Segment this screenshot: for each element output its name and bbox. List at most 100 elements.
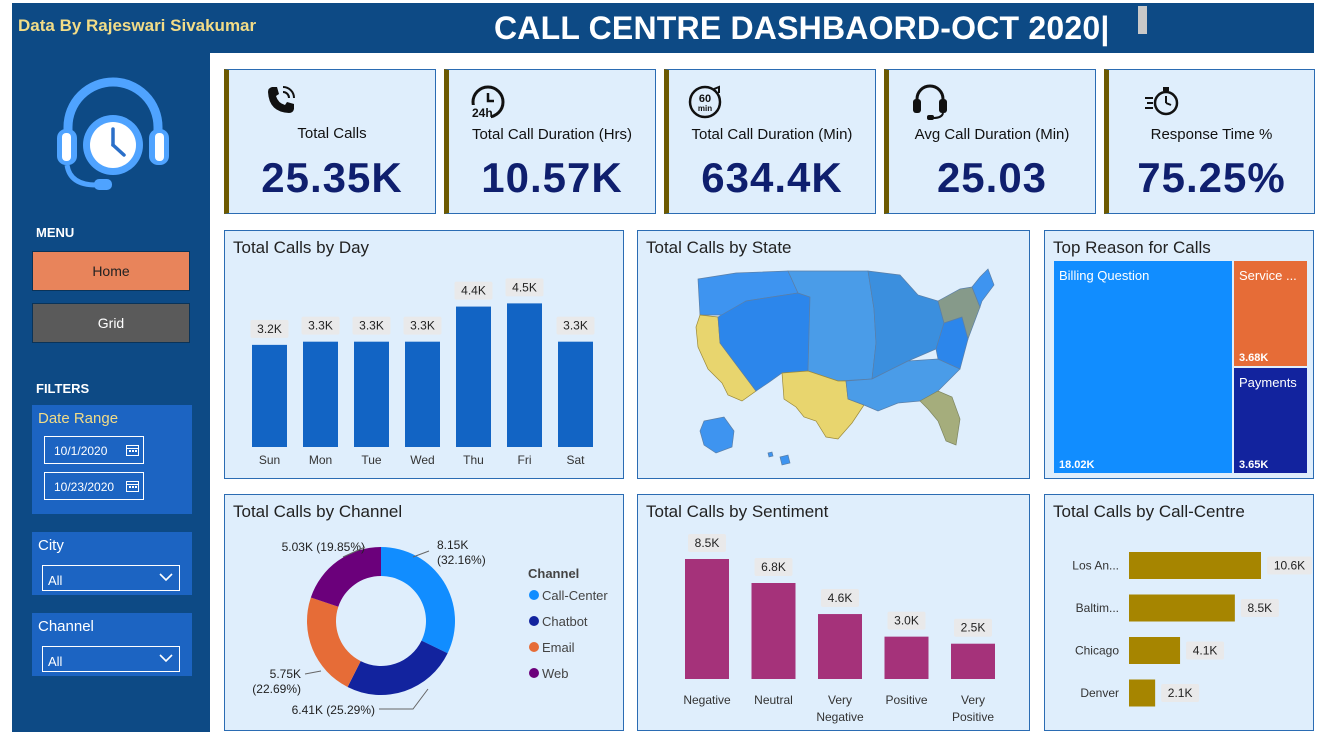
centre-bar[interactable] — [1129, 679, 1156, 707]
sentiment-data-label-bg — [954, 618, 992, 637]
channel-legend-label[interactable]: Web — [542, 666, 569, 681]
kpi-card-response-time: Response Time % 75.25% — [1104, 69, 1315, 214]
day-data-label: 3.3K — [359, 319, 384, 333]
sentiment-data-label: 8.5K — [695, 536, 720, 550]
day-bar[interactable] — [303, 341, 338, 447]
sentiment-axis-label: Very — [961, 693, 985, 707]
kpi-value: 75.25% — [1137, 154, 1286, 201]
day-bar[interactable] — [507, 303, 542, 447]
sentiment-data-label-bg — [821, 589, 859, 608]
text-cursor-mark — [1138, 6, 1147, 34]
icon-60-text: 60 — [699, 93, 711, 105]
channel-data-label: (32.16%) — [437, 553, 486, 567]
map-region-south — [845, 358, 961, 412]
channel-data-label: 5.75K — [270, 667, 301, 681]
chevron-down-icon — [159, 654, 173, 663]
grid-button[interactable]: Grid — [32, 303, 190, 343]
kpi-value: 634.4K — [701, 154, 843, 201]
day-data-label-bg — [403, 316, 442, 335]
kpi-label: Avg Call Duration (Min) — [914, 126, 1070, 143]
sentiment-bar[interactable] — [884, 636, 929, 679]
day-axis-label: Tue — [361, 453, 382, 467]
channel-dropdown[interactable]: All — [42, 646, 180, 672]
clock-24h-icon: 24h — [470, 85, 505, 120]
kpi-card-avg-duration: Avg Call Duration (Min) 25.03 — [884, 69, 1096, 214]
sentiment-data-label: 4.6K — [828, 591, 853, 605]
channel-legend-marker — [529, 668, 539, 678]
treemap-service[interactable]: Service ... 3.68K — [1234, 261, 1307, 366]
day-axis-label: Sat — [566, 453, 585, 467]
sentiment-bar[interactable] — [751, 583, 796, 679]
panel-title: Total Calls by Call-Centre — [1053, 502, 1245, 521]
kpi-value: 25.35K — [261, 154, 403, 201]
channel-slice[interactable] — [307, 597, 361, 688]
day-data-label: 3.2K — [257, 322, 282, 336]
calls-by-centre-panel: Total Calls by Call-Centre Los An... 10.6… — [1044, 494, 1314, 731]
panel-title: Total Calls by Day — [233, 238, 370, 257]
sentiment-data-label-bg — [754, 558, 793, 576]
kpi-value: 25.03 — [936, 154, 1048, 201]
panel-title: Total Calls by Channel — [233, 502, 403, 521]
page-title: CALL CENTRE DASHBAORD-OCT 2020| — [494, 10, 1110, 46]
channel-slice[interactable] — [381, 547, 455, 654]
centre-data-label: 8.5K — [1248, 601, 1273, 615]
icon-24h-text: 24h — [472, 106, 493, 120]
sentiment-bar[interactable] — [818, 614, 862, 679]
map-region-hawaii — [767, 451, 791, 466]
end-date-input[interactable]: 10/23/2020 — [44, 472, 144, 500]
centre-data-label-bg — [1240, 599, 1279, 617]
author-credit: Data By Rajeswari Sivakumar — [18, 16, 257, 35]
calendar-icon[interactable] — [126, 480, 139, 492]
menu-label: MENU — [36, 225, 75, 240]
filters-label: FILTERS — [36, 381, 90, 396]
kpi-card-total-calls: Total Calls 25.35K — [224, 69, 436, 214]
end-date-value: 10/23/2020 — [54, 480, 115, 494]
channel-legend-label[interactable]: Email — [542, 640, 575, 655]
map-region-newengland — [971, 268, 995, 309]
city-title: City — [38, 537, 64, 554]
sentiment-axis-label: Positive — [885, 693, 927, 707]
stopwatch-icon — [1145, 87, 1179, 116]
city-dropdown[interactable]: All — [42, 565, 180, 591]
day-data-label-bg — [250, 319, 289, 338]
channel-leader-line — [342, 546, 366, 558]
channel-data-label: (22.69%) — [252, 682, 301, 696]
treemap-category-label: Payments — [1239, 375, 1297, 390]
centre-bar[interactable] — [1129, 594, 1235, 622]
top-reason-panel: Top Reason for Calls Billing Question 18… — [1044, 230, 1314, 479]
day-bar[interactable] — [252, 344, 287, 447]
calls-by-sentiment-chart: 8.5K Negative 6.8K Neutral 4.6K Very Negative 3… — [683, 534, 995, 724]
panel-title: Total Calls by State — [646, 238, 792, 257]
calendar-icon[interactable] — [126, 444, 139, 456]
channel-slice[interactable] — [310, 547, 381, 607]
treemap-payments[interactable]: Payments 3.65K — [1234, 368, 1307, 473]
sentiment-data-label-bg — [887, 611, 926, 630]
channel-leader-line — [304, 670, 322, 675]
centre-data-label-bg — [1161, 684, 1200, 702]
start-date-input[interactable]: 10/1/2020 — [44, 436, 144, 464]
sentiment-bar[interactable] — [685, 559, 729, 679]
channel-leader-line — [412, 550, 430, 558]
calls-by-day-panel: Total Calls by Day 3.2K Sun 3.3K Mon 3.3K Tue… — [224, 230, 624, 479]
centre-bar[interactable] — [1129, 552, 1261, 579]
channel-slice[interactable] — [347, 640, 448, 695]
centre-data-label-bg — [1267, 556, 1312, 575]
treemap-billing-question[interactable]: Billing Question 18.02K — [1054, 261, 1232, 473]
channel-selected: All — [48, 654, 63, 669]
channel-legend-label[interactable]: Call-Center — [542, 588, 608, 603]
kpi-card-duration-min: 60 min Total Call Duration (Min) 634.4K — [664, 69, 876, 214]
us-state-map — [695, 268, 995, 466]
day-data-label-bg — [505, 278, 544, 297]
channel-legend-label[interactable]: Chatbot — [542, 614, 588, 629]
day-bar[interactable] — [354, 341, 389, 447]
treemap-value-label: 3.68K — [1239, 352, 1269, 364]
call-centre-logo-icon — [57, 77, 169, 190]
day-bar[interactable] — [405, 341, 440, 447]
calls-by-sentiment-panel: Total Calls by Sentiment 8.5K Negative 6.8… — [637, 494, 1030, 731]
centre-bar[interactable] — [1129, 637, 1181, 664]
day-bar[interactable] — [456, 306, 491, 447]
day-bar[interactable] — [558, 341, 593, 447]
sentiment-bar[interactable] — [951, 643, 995, 679]
home-button[interactable]: Home — [32, 251, 190, 291]
date-range-slicer: Date Range 10/1/2020 10/23/2020 — [32, 405, 192, 514]
